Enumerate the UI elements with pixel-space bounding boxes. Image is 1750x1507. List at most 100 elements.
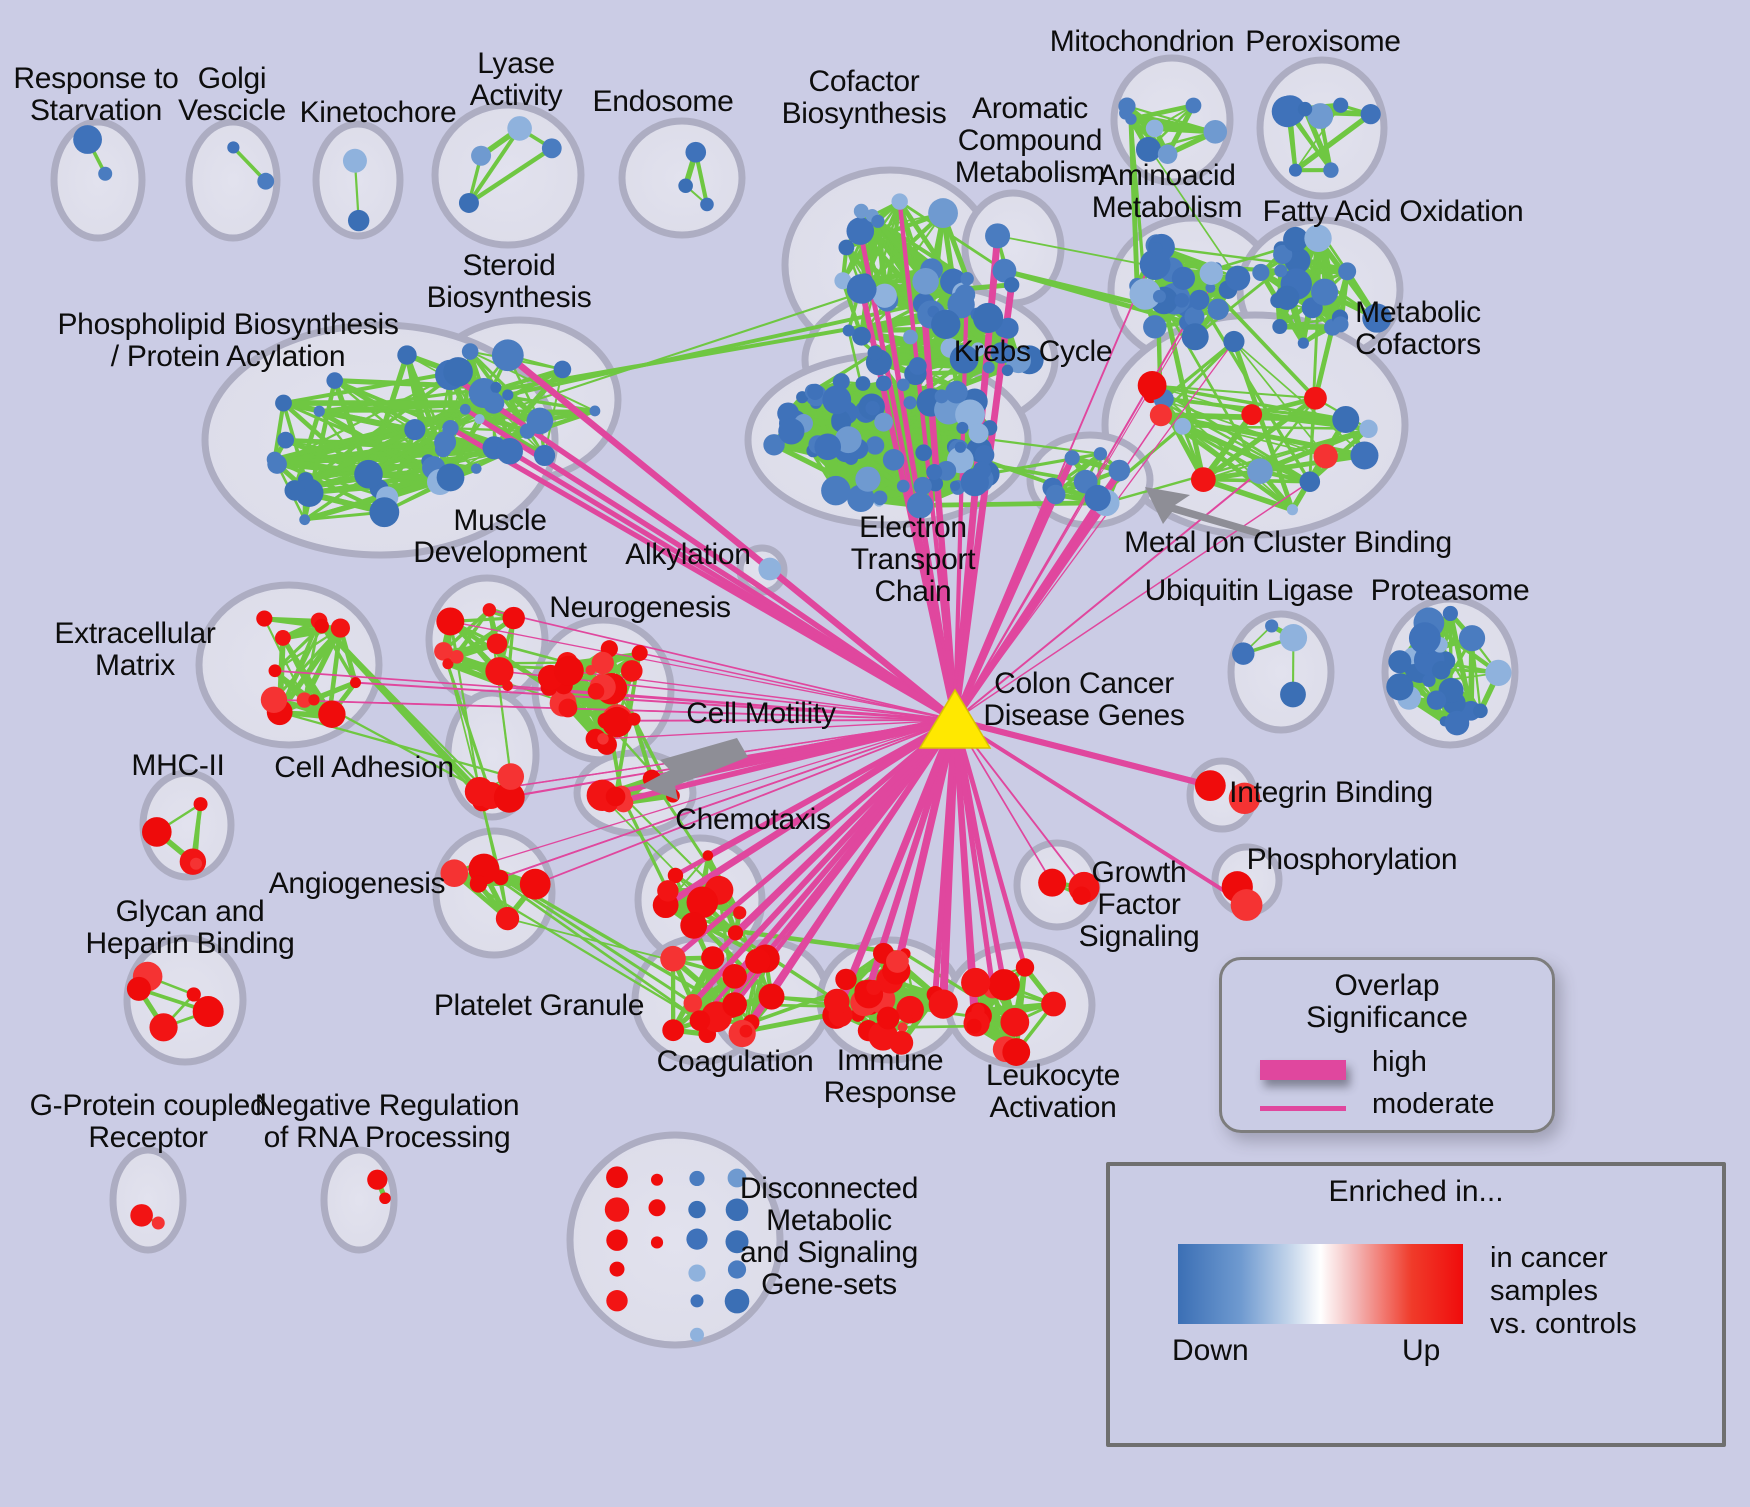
gene-set-node[interactable]	[739, 1024, 753, 1038]
gene-set-node[interactable]	[1279, 624, 1308, 652]
gene-set-node[interactable]	[650, 1236, 664, 1249]
gene-set-node[interactable]	[727, 1168, 747, 1188]
gene-set-node[interactable]	[1005, 348, 1031, 374]
gene-set-node[interactable]	[126, 976, 151, 1001]
gene-set-node[interactable]	[1015, 958, 1035, 977]
colon-cancer-hub-node[interactable]	[918, 688, 992, 749]
gene-set-node[interactable]	[1422, 673, 1436, 688]
gene-set-node[interactable]	[733, 906, 747, 920]
gene-set-node[interactable]	[1157, 144, 1178, 165]
gene-set-node[interactable]	[266, 451, 283, 468]
gene-set-node[interactable]	[913, 476, 932, 496]
gene-set-node[interactable]	[192, 996, 224, 1028]
gene-set-node[interactable]	[284, 480, 306, 501]
gene-set-node[interactable]	[1084, 484, 1111, 512]
gene-set-node[interactable]	[1145, 119, 1164, 138]
gene-set-node[interactable]	[1252, 263, 1270, 282]
gene-set-node[interactable]	[130, 1204, 153, 1227]
gene-set-node[interactable]	[725, 1230, 749, 1254]
gene-set-node[interactable]	[434, 431, 457, 454]
gene-set-node[interactable]	[1311, 278, 1339, 306]
gene-set-node[interactable]	[926, 463, 943, 480]
gene-set-node[interactable]	[495, 906, 520, 931]
gene-set-node[interactable]	[507, 116, 532, 141]
gene-set-node[interactable]	[606, 1229, 628, 1251]
gene-set-node[interactable]	[491, 339, 524, 372]
gene-set-node[interactable]	[945, 380, 968, 404]
gene-set-node[interactable]	[906, 492, 934, 519]
gene-set-node[interactable]	[1228, 782, 1261, 815]
gene-set-node[interactable]	[1473, 703, 1488, 719]
gene-set-node[interactable]	[461, 343, 479, 360]
gene-set-node[interactable]	[1288, 163, 1302, 177]
gene-set-node[interactable]	[434, 642, 453, 661]
gene-set-node[interactable]	[1108, 459, 1131, 482]
gene-set-node[interactable]	[151, 1216, 165, 1230]
gene-set-node[interactable]	[842, 324, 855, 337]
gene-set-node[interactable]	[1265, 619, 1279, 633]
gene-set-node[interactable]	[947, 290, 975, 319]
gene-set-node[interactable]	[722, 992, 747, 1017]
gene-set-node[interactable]	[553, 360, 572, 379]
gene-set-node[interactable]	[838, 239, 855, 256]
gene-set-node[interactable]	[823, 988, 850, 1015]
gene-set-node[interactable]	[990, 342, 1013, 364]
gene-set-node[interactable]	[865, 436, 885, 455]
gene-set-node[interactable]	[651, 1173, 663, 1186]
gene-set-node[interactable]	[379, 1192, 391, 1205]
gene-set-node[interactable]	[149, 1013, 178, 1042]
gene-set-node[interactable]	[928, 989, 958, 1019]
gene-set-node[interactable]	[1194, 770, 1226, 801]
gene-set-node[interactable]	[821, 475, 851, 506]
gene-set-node[interactable]	[1386, 673, 1414, 701]
gene-set-node[interactable]	[1041, 991, 1066, 1017]
gene-set-node[interactable]	[968, 423, 989, 444]
gene-set-node[interactable]	[605, 786, 626, 807]
gene-set-node[interactable]	[1283, 226, 1309, 252]
gene-set-node[interactable]	[896, 378, 910, 392]
gene-set-node[interactable]	[686, 1228, 708, 1250]
gene-set-node[interactable]	[1199, 261, 1223, 285]
gene-set-node[interactable]	[313, 405, 325, 417]
gene-set-node[interactable]	[1038, 868, 1067, 897]
gene-set-node[interactable]	[443, 357, 473, 387]
gene-set-node[interactable]	[1274, 285, 1300, 310]
gene-set-node[interactable]	[1323, 162, 1339, 178]
gene-set-node[interactable]	[1408, 622, 1441, 655]
gene-set-node[interactable]	[1189, 289, 1210, 310]
gene-set-node[interactable]	[872, 490, 888, 506]
gene-set-node[interactable]	[1149, 404, 1173, 427]
gene-set-node[interactable]	[1207, 298, 1229, 320]
gene-set-node[interactable]	[871, 214, 885, 228]
gene-set-node[interactable]	[1332, 406, 1360, 434]
gene-set-node[interactable]	[915, 444, 932, 462]
gene-set-node[interactable]	[891, 193, 908, 210]
gene-set-node[interactable]	[471, 145, 492, 166]
gene-set-node[interactable]	[277, 431, 295, 449]
gene-set-node[interactable]	[949, 344, 979, 374]
gene-set-node[interactable]	[745, 948, 771, 974]
gene-set-node[interactable]	[1333, 97, 1349, 113]
gene-set-node[interactable]	[436, 463, 465, 492]
gene-set-node[interactable]	[678, 178, 693, 194]
gene-set-node[interactable]	[1223, 330, 1245, 353]
gene-set-node[interactable]	[662, 1019, 685, 1042]
gene-set-node[interactable]	[855, 466, 881, 492]
gene-set-node[interactable]	[482, 603, 497, 617]
gene-set-node[interactable]	[701, 946, 725, 970]
gene-set-node[interactable]	[722, 964, 747, 989]
gene-set-node[interactable]	[1171, 266, 1195, 290]
gene-set-node[interactable]	[436, 607, 465, 636]
gene-set-node[interactable]	[700, 197, 714, 212]
gene-set-node[interactable]	[1129, 278, 1161, 310]
gene-set-node[interactable]	[541, 138, 562, 159]
gene-set-node[interactable]	[257, 172, 275, 190]
gene-set-node[interactable]	[852, 326, 871, 346]
gene-set-node[interactable]	[688, 1200, 706, 1219]
gene-set-node[interactable]	[404, 419, 426, 441]
gene-set-node[interactable]	[397, 345, 417, 365]
gene-set-node[interactable]	[1247, 458, 1273, 484]
gene-set-node[interactable]	[620, 660, 643, 682]
gene-set-node[interactable]	[931, 309, 961, 340]
gene-set-node[interactable]	[1286, 504, 1299, 516]
